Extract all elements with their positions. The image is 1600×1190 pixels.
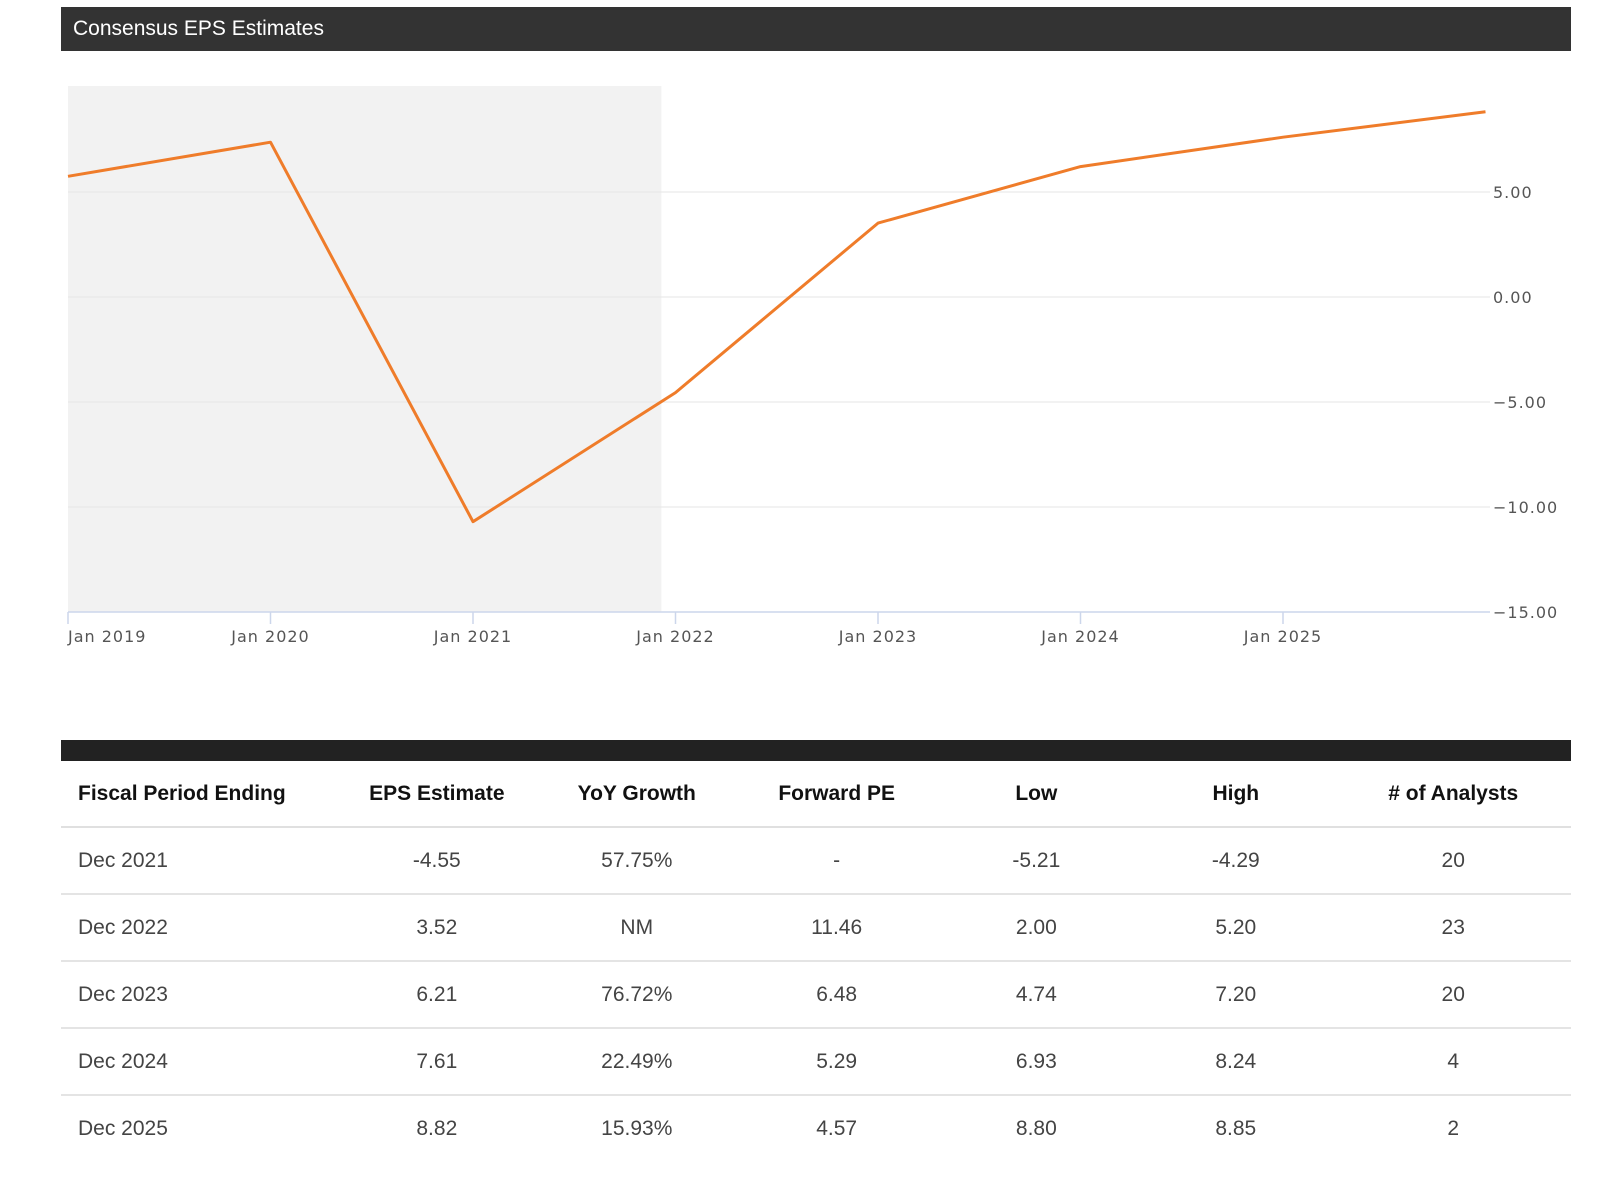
cell-fiscal-period: Dec 2025 — [78, 1116, 168, 1140]
table-header-row: Fiscal Period Ending EPS Estimate YoY Gr… — [61, 762, 1571, 828]
table-row: Dec 2024 7.61 22.49% 5.29 6.93 8.24 4 — [61, 1028, 1571, 1096]
cell-forward-pe: - — [736, 827, 937, 895]
y-axis-labels: 5.00 0.00 −5.00 −10.00 −15.00 — [1493, 183, 1558, 622]
cell-forward-pe: 5.29 — [736, 1028, 937, 1096]
table-row: Dec 2023 6.21 76.72% 6.48 4.74 7.20 20 — [61, 961, 1571, 1029]
table-row: Dec 2025 8.82 15.93% 4.57 8.80 8.85 2 — [61, 1095, 1571, 1161]
cell-eps-estimate: 7.61 — [336, 1028, 537, 1096]
table-row: Dec 2021 -4.55 57.75% - -5.21 -4.29 20 — [61, 827, 1571, 895]
x-tick-label: Jan 2024 — [1040, 627, 1119, 646]
cell-forward-pe: 11.46 — [736, 894, 937, 962]
cell-high: 8.85 — [1215, 1116, 1257, 1140]
cell-eps-estimate: -4.55 — [336, 827, 537, 895]
cell-low: 6.93 — [936, 1028, 1137, 1096]
cell-yoy-growth: 76.72% — [536, 961, 737, 1029]
col-yoy-growth: YoY Growth — [536, 762, 737, 828]
cell-analysts: 2 — [1447, 1116, 1460, 1140]
cell-analysts: 23 — [1335, 894, 1571, 962]
cell-high: 5.20 — [1136, 894, 1336, 962]
table-row: Dec 2022 3.52 NM 11.46 2.00 5.20 23 — [61, 894, 1571, 962]
cell-low: 4.74 — [936, 961, 1137, 1029]
cell-eps-estimate: 8.82 — [416, 1116, 458, 1140]
cell-high: 8.24 — [1136, 1028, 1336, 1096]
historical-band-layer — [68, 86, 662, 612]
cell-yoy-growth: 22.49% — [536, 1028, 737, 1096]
chart-header-bar: Consensus EPS Estimates — [61, 7, 1571, 51]
cell-high: 7.20 — [1136, 961, 1336, 1029]
series-layer — [67, 110, 1486, 524]
cell-fiscal-period: Dec 2024 — [61, 1028, 337, 1096]
cell-forward-pe: 4.57 — [816, 1116, 858, 1140]
y-tick-label: −10.00 — [1493, 498, 1558, 517]
cell-yoy-growth: 57.75% — [536, 827, 737, 895]
table-header-bar — [61, 740, 1571, 761]
cell-fiscal-period: Dec 2023 — [61, 961, 337, 1029]
cell-yoy-growth: 15.93% — [601, 1116, 673, 1140]
cell-high: -4.29 — [1136, 827, 1336, 895]
cell-low: 2.00 — [936, 894, 1137, 962]
col-eps-estimate: EPS Estimate — [336, 762, 537, 828]
x-tick-label: Jan 2025 — [1243, 627, 1322, 646]
cell-analysts: 20 — [1335, 961, 1571, 1029]
col-high: High — [1136, 762, 1336, 828]
cell-yoy-growth: NM — [536, 894, 737, 962]
cell-analysts: 4 — [1335, 1028, 1571, 1096]
cell-low: 8.80 — [1015, 1116, 1057, 1140]
cell-forward-pe: 6.48 — [736, 961, 937, 1029]
chart-title: Consensus EPS Estimates — [73, 17, 324, 40]
x-tick-label: Jan 2022 — [635, 627, 714, 646]
col-low: Low — [936, 762, 1137, 828]
gridlines — [68, 191, 1490, 508]
col-analysts: # of Analysts — [1335, 762, 1571, 828]
y-tick-label: 0.00 — [1493, 288, 1533, 307]
cell-fiscal-period: Dec 2021 — [61, 827, 337, 895]
cell-fiscal-period: Dec 2022 — [61, 894, 337, 962]
x-tick-label: Jan 2023 — [838, 627, 917, 646]
col-forward-pe: Forward PE — [736, 762, 937, 828]
col-fiscal-period: Fiscal Period Ending — [61, 762, 337, 828]
y-tick-label: −15.00 — [1493, 603, 1558, 622]
y-tick-label: −5.00 — [1493, 393, 1547, 412]
eps-series-line — [67, 110, 1486, 524]
eps-line-chart: Jan 2019 Jan 2020 Jan 2021 Jan 2022 Jan 2023… — [67, 86, 1558, 646]
cell-low: -5.21 — [936, 827, 1137, 895]
x-tick-label: Jan 2019 — [67, 627, 146, 646]
x-tick-label: Jan 2020 — [230, 627, 309, 646]
y-tick-label: 5.00 — [1493, 183, 1533, 202]
cell-eps-estimate: 3.52 — [336, 894, 537, 962]
cell-analysts: 20 — [1335, 827, 1571, 895]
x-tick-label: Jan 2021 — [433, 627, 512, 646]
historical-band — [68, 86, 662, 612]
cell-eps-estimate: 6.21 — [336, 961, 537, 1029]
eps-estimates-table: Fiscal Period Ending EPS Estimate YoY Gr… — [61, 762, 1571, 1161]
x-axis: Jan 2019 Jan 2020 Jan 2021 Jan 2022 Jan 2023… — [67, 611, 1490, 646]
